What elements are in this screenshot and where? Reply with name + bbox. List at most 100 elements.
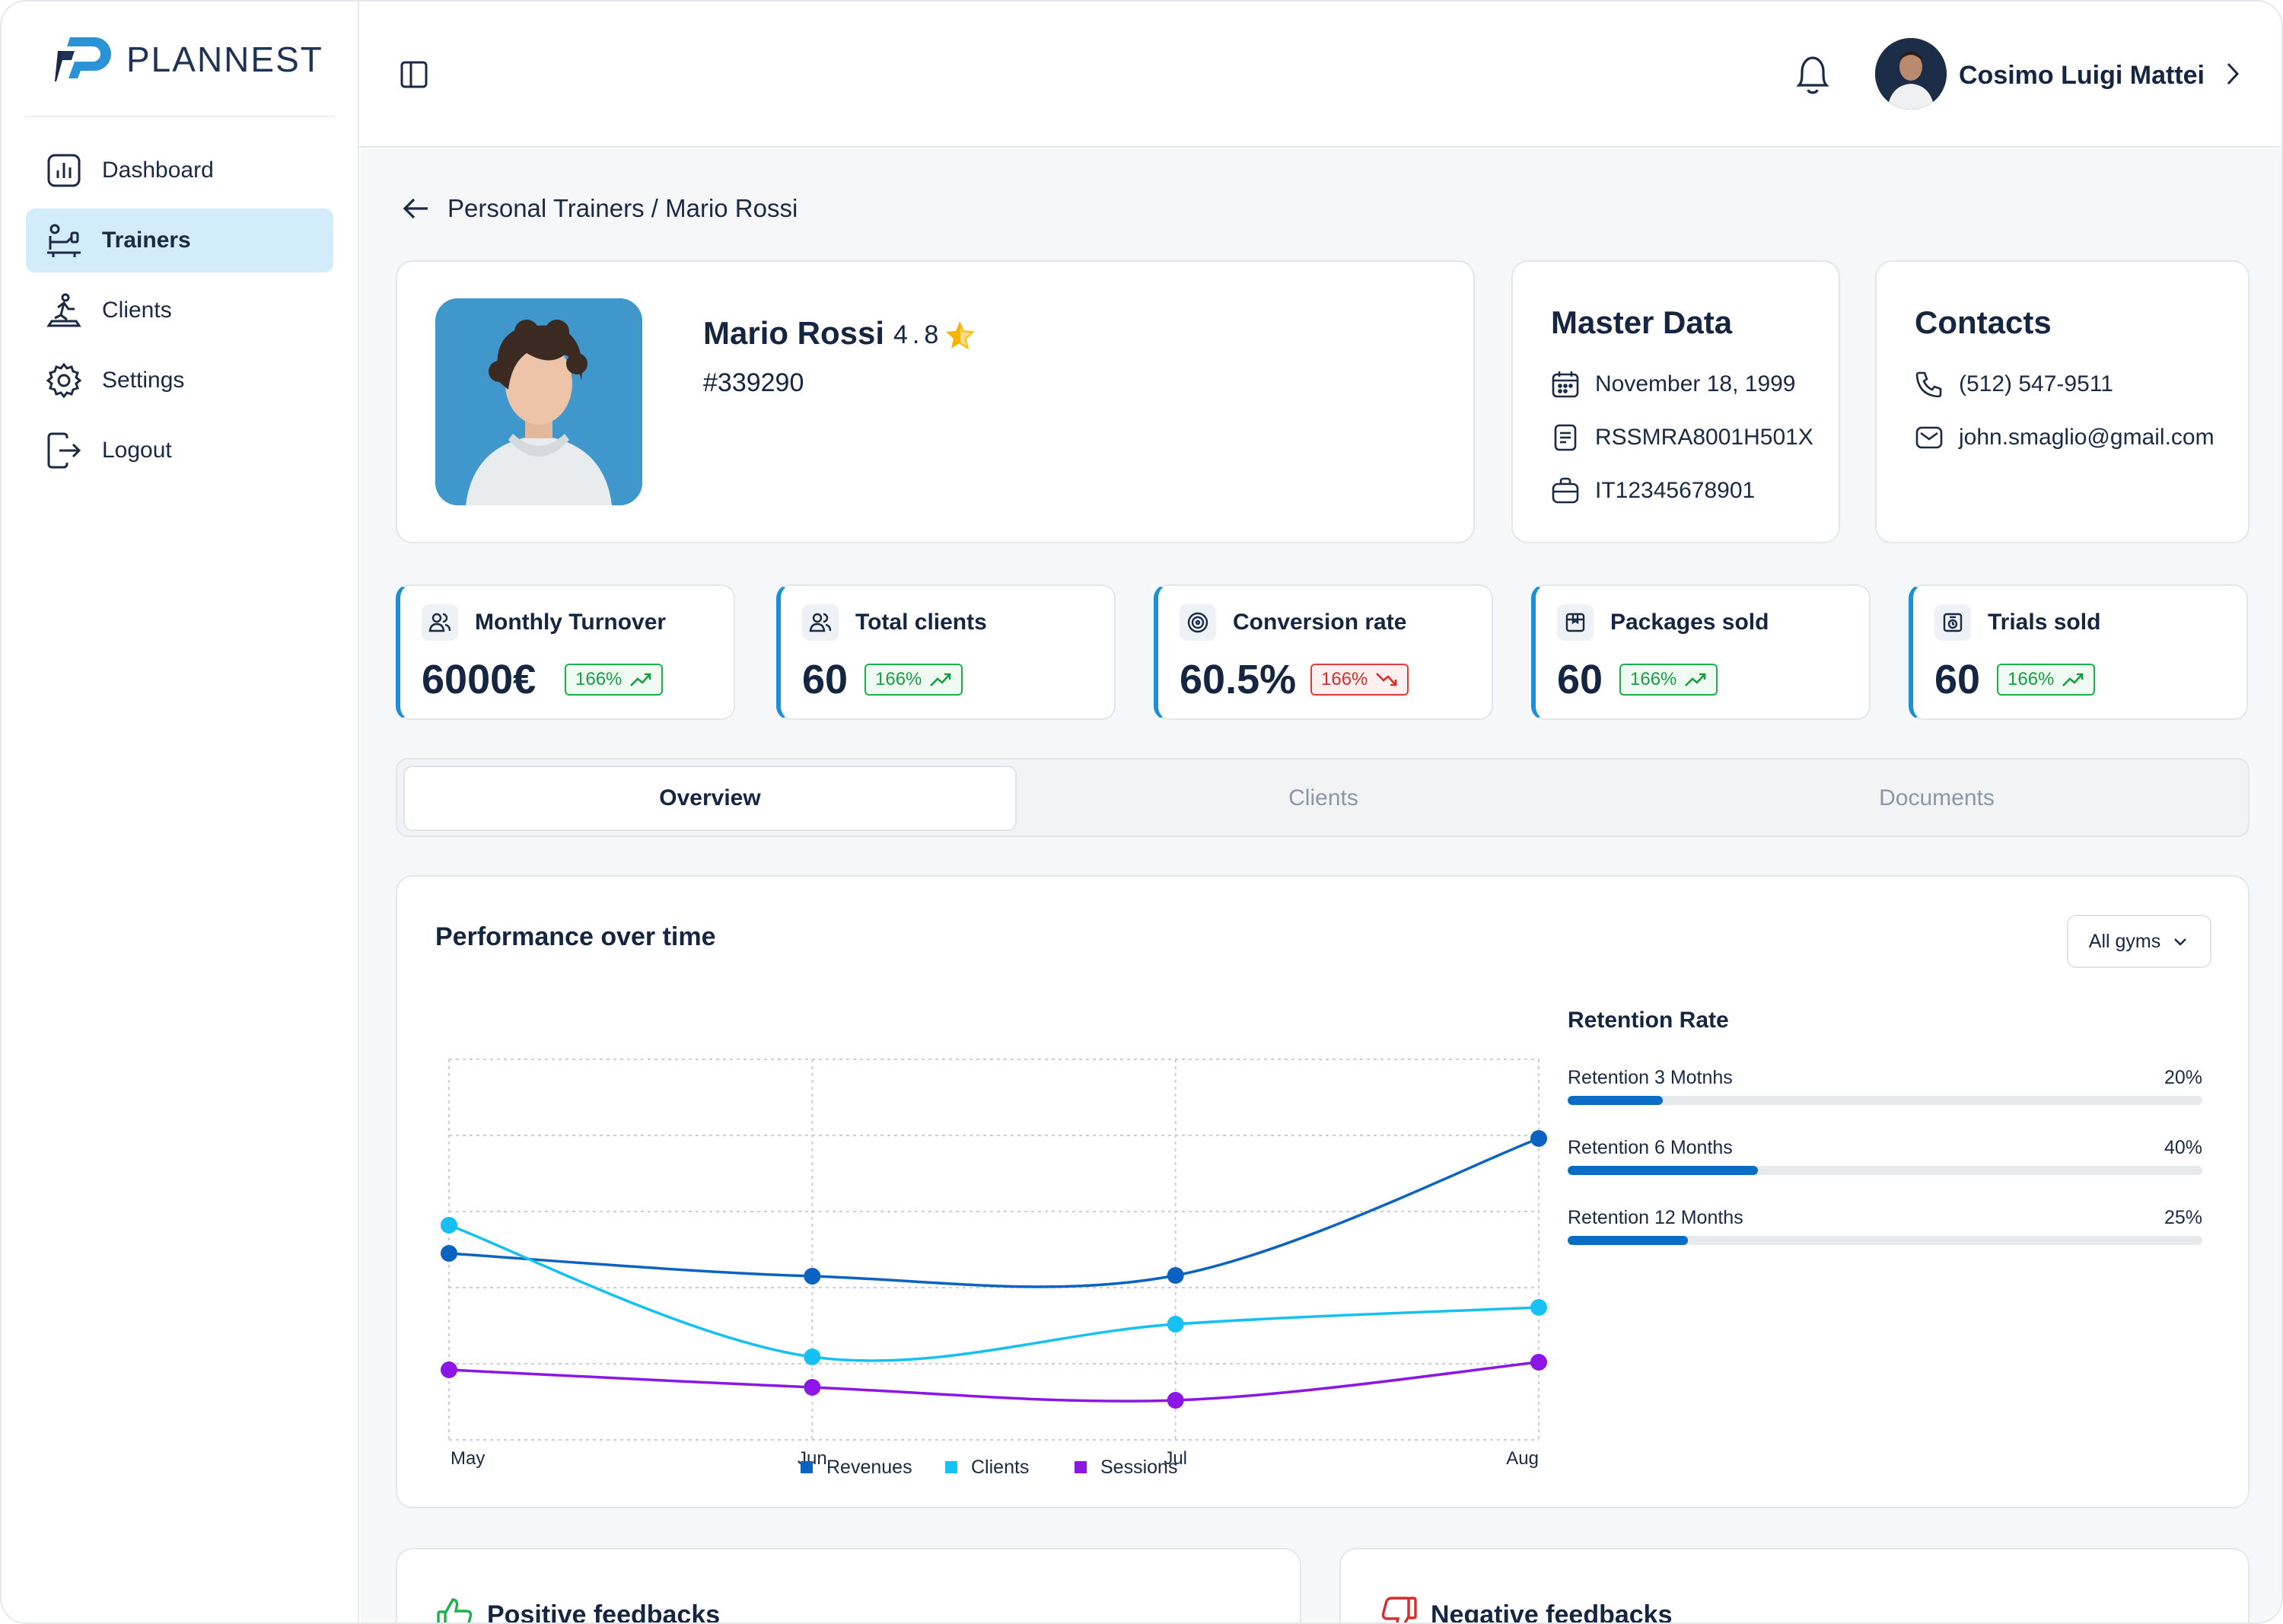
chevron-right-icon[interactable]	[2219, 61, 2245, 87]
stat-card-total-clients: Total clients 60 166%	[776, 584, 1116, 720]
arrow-left-icon[interactable]	[400, 193, 431, 224]
data-point-revenues	[1530, 1130, 1547, 1147]
birth-date-row: November 18, 1999	[1551, 370, 1796, 399]
stat-card-monthly-turnover: Monthly Turnover 6000€ 166%	[396, 584, 735, 720]
sidebar-item-dashboard[interactable]: Dashboard	[26, 139, 333, 202]
email-row[interactable]: john.smaglio@gmail.com	[1915, 423, 2215, 452]
stat-label: Packages sold	[1610, 610, 1769, 635]
data-point-revenues	[441, 1245, 457, 1262]
users-icon	[802, 604, 839, 641]
birth-date: November 18, 1999	[1595, 371, 1796, 396]
retention-progress	[1568, 1096, 2202, 1105]
retention-pct: 25%	[2164, 1207, 2202, 1228]
retention-label: Retention 3 Motnhs	[1568, 1067, 1733, 1088]
chart-icon	[47, 154, 81, 187]
tax-code: RSSMRA8001H501X	[1595, 425, 1813, 450]
timer-icon	[1934, 604, 1971, 641]
retention-label: Retention 6 Months	[1568, 1137, 1733, 1158]
breadcrumb-text[interactable]: Personal Trainers / Mario Rossi	[447, 194, 798, 222]
negative-feedback-title: Negative feedbacks	[1431, 1600, 1673, 1624]
change-badge: 166%	[565, 664, 664, 696]
legend-swatch	[1075, 1461, 1087, 1473]
data-point-sessions	[441, 1361, 457, 1378]
document-icon	[1554, 424, 1577, 451]
user-name[interactable]: Cosimo Luigi Mattei	[1959, 61, 2205, 90]
stat-card-conversion-rate: Conversion rate 60.5% 166%	[1154, 584, 1493, 720]
stat-value: 60.5%	[1180, 657, 1297, 702]
sidebar-item-label: Settings	[102, 368, 185, 393]
trainer-name: Mario Rossi	[703, 315, 885, 351]
rating-value: 4.8	[893, 320, 944, 349]
bell-icon[interactable]	[1791, 52, 1834, 97]
trend-down-icon	[1376, 673, 1397, 686]
tab-bar: Overview Clients Documents	[396, 758, 2250, 837]
sidebar-toggle-icon[interactable]	[399, 59, 429, 90]
thumbs-down-icon	[1381, 1597, 1417, 1622]
negative-feedback-card: Negative feedbacks	[1339, 1548, 2250, 1624]
logout-icon	[47, 432, 81, 469]
trainer-rating: 4.8	[893, 320, 976, 350]
change-value: 166%	[1321, 669, 1368, 689]
data-point-clients	[441, 1217, 457, 1234]
phone-row[interactable]: (512) 547-9511	[1915, 370, 2113, 399]
legend-label: Revenues	[826, 1457, 912, 1478]
stat-label: Trials sold	[1988, 610, 2101, 635]
phone-number[interactable]: (512) 547-9511	[1959, 371, 2113, 396]
retention-label: Retention 12 Months	[1568, 1207, 1743, 1228]
change-badge: 166%	[1997, 664, 2096, 696]
data-point-clients	[804, 1349, 821, 1365]
retention-title: Retention Rate	[1568, 1008, 1729, 1033]
series-line-sessions	[448, 1361, 1540, 1403]
stat-card-trials-sold: Trials sold 60 166%	[1909, 584, 2248, 720]
mail-icon	[1915, 426, 1943, 449]
sidebar-item-trainers[interactable]: Trainers	[26, 209, 333, 272]
positive-feedback-title: Positive feedbacks	[487, 1600, 721, 1624]
email-address[interactable]: john.smaglio@gmail.com	[1959, 425, 2215, 450]
retention-pct: 20%	[2164, 1067, 2202, 1088]
avatar[interactable]	[1875, 38, 1947, 110]
tab-overview[interactable]: Overview	[403, 766, 1017, 831]
thumbs-up-icon	[437, 1598, 473, 1622]
sidebar-item-label: Dashboard	[102, 158, 214, 183]
legend-swatch	[801, 1461, 813, 1473]
performance-title: Performance over time	[435, 922, 716, 951]
retention-pct: 40%	[2164, 1137, 2202, 1158]
gear-icon	[46, 362, 82, 399]
sidebar-item-label: Trainers	[102, 228, 191, 253]
app-logo[interactable]: PLANNEST	[55, 32, 323, 87]
plannest-logo-icon	[55, 37, 111, 81]
x-tick-label: May	[451, 1448, 485, 1469]
trend-up-icon	[2062, 673, 2084, 686]
change-value: 166%	[875, 669, 922, 689]
stat-label: Total clients	[855, 610, 987, 635]
stat-label: Conversion rate	[1233, 610, 1407, 635]
divider	[24, 116, 335, 117]
gym-filter-value: All gyms	[2088, 930, 2161, 952]
app-name: PLANNEST	[126, 40, 323, 79]
sidebar-item-clients[interactable]: Clients	[26, 279, 333, 342]
sidebar-item-logout[interactable]: Logout	[26, 419, 333, 482]
legend-label: Sessions	[1100, 1457, 1177, 1478]
retention-progress	[1568, 1166, 2202, 1175]
contacts-card: Contacts (512) 547-9511 john.smaglio@gma…	[1875, 260, 2250, 543]
master-data-title: Master Data	[1551, 304, 1733, 340]
performance-card: Performance over time All gyms May Jun Jul…	[396, 875, 2250, 1508]
data-point-revenues	[804, 1268, 821, 1285]
retention-progress-fill	[1568, 1096, 1664, 1105]
stat-label: Monthly Turnover	[475, 610, 667, 635]
stat-value: 60	[1557, 657, 1603, 702]
users-icon	[422, 604, 458, 641]
tab-clients[interactable]: Clients	[1288, 785, 1358, 810]
sidebar-nav: Dashboard Trainers Clients Settings Logo…	[26, 139, 333, 489]
gym-filter-select[interactable]: All gyms	[2067, 915, 2211, 968]
retention-progress-fill	[1568, 1236, 1689, 1245]
data-point-clients	[1530, 1299, 1547, 1316]
tab-documents[interactable]: Documents	[1879, 785, 1995, 810]
sidebar-item-settings[interactable]: Settings	[26, 349, 333, 412]
trend-up-icon	[930, 673, 951, 686]
contacts-title: Contacts	[1915, 304, 2052, 340]
data-point-sessions	[804, 1379, 821, 1396]
trainer-id: #339290	[703, 368, 804, 397]
trainer-icon	[47, 224, 81, 257]
